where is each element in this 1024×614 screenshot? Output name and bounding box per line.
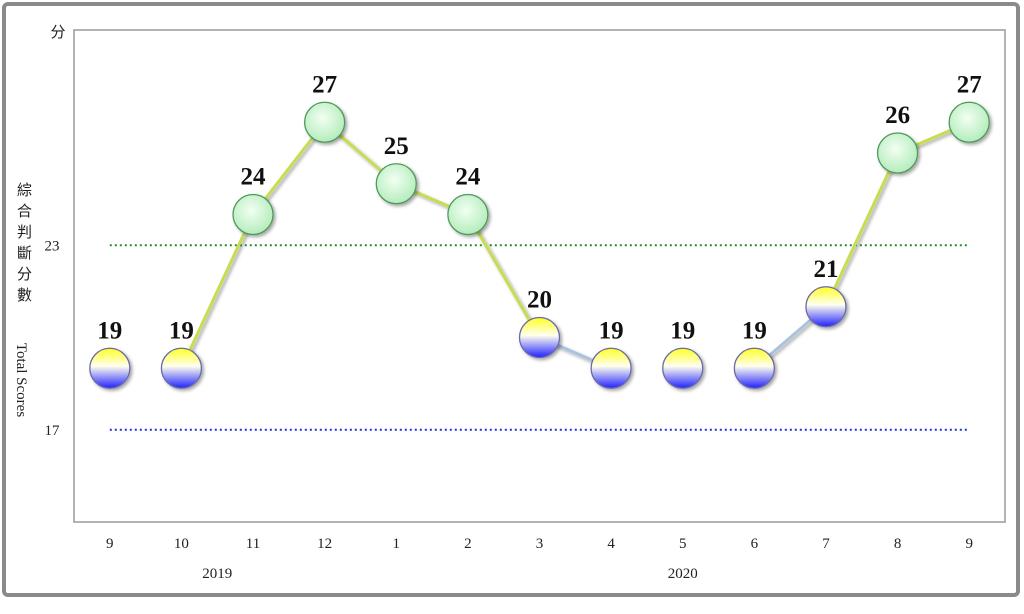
x-tick-label: 1 (393, 536, 401, 552)
marker (733, 347, 775, 389)
y-tick-label: 17 (45, 423, 61, 439)
x-tick-label: 6 (751, 536, 759, 552)
marker (876, 132, 919, 174)
segment (466, 213, 541, 339)
x-tick-label: 2 (464, 536, 472, 552)
marker (590, 347, 632, 389)
data-label: 19 (599, 317, 624, 344)
x-tick-label: 9 (106, 536, 114, 552)
data-label: 21 (813, 256, 838, 283)
segment (180, 213, 255, 369)
marker (805, 286, 847, 328)
year-label: 2019 (202, 566, 232, 582)
x-tick-label: 11 (246, 536, 260, 552)
data-label: 26 (885, 102, 910, 129)
data-label: 19 (742, 317, 767, 344)
marker (160, 347, 203, 389)
data-label: 19 (169, 317, 194, 344)
y-tick-label: 23 (45, 238, 60, 254)
x-tick-label: 8 (894, 536, 902, 552)
data-label: 27 (312, 71, 337, 98)
data-label: 24 (455, 164, 481, 191)
y-unit: 分 (50, 24, 65, 41)
marker (518, 316, 561, 359)
x-tick-label: 3 (536, 536, 544, 552)
y-label-zh: 綜合判斷分數 (15, 182, 32, 308)
marker (447, 193, 489, 236)
marker (662, 347, 704, 389)
x-tick-label: 5 (679, 536, 687, 552)
x-tick-label: 7 (822, 536, 830, 552)
data-label: 19 (670, 317, 695, 344)
year-label: 2020 (668, 566, 698, 582)
marker (89, 347, 131, 389)
data-label: 27 (957, 71, 982, 98)
data-label: 19 (97, 317, 122, 344)
outer-frame (2, 2, 1020, 597)
data-label: 25 (384, 133, 409, 160)
x-tick-label: 12 (317, 536, 332, 552)
x-tick-label: 9 (965, 536, 973, 552)
marker (375, 163, 417, 205)
data-label: 20 (527, 287, 552, 314)
x-tick-label: 4 (607, 536, 615, 552)
plot-frame (73, 29, 1006, 523)
x-tick-label: 10 (174, 536, 189, 552)
data-label: 24 (241, 164, 267, 191)
y-label-en: Total Scores (13, 343, 29, 418)
marker (232, 193, 274, 236)
marker (948, 101, 990, 143)
marker (304, 101, 346, 143)
segment (824, 152, 899, 308)
